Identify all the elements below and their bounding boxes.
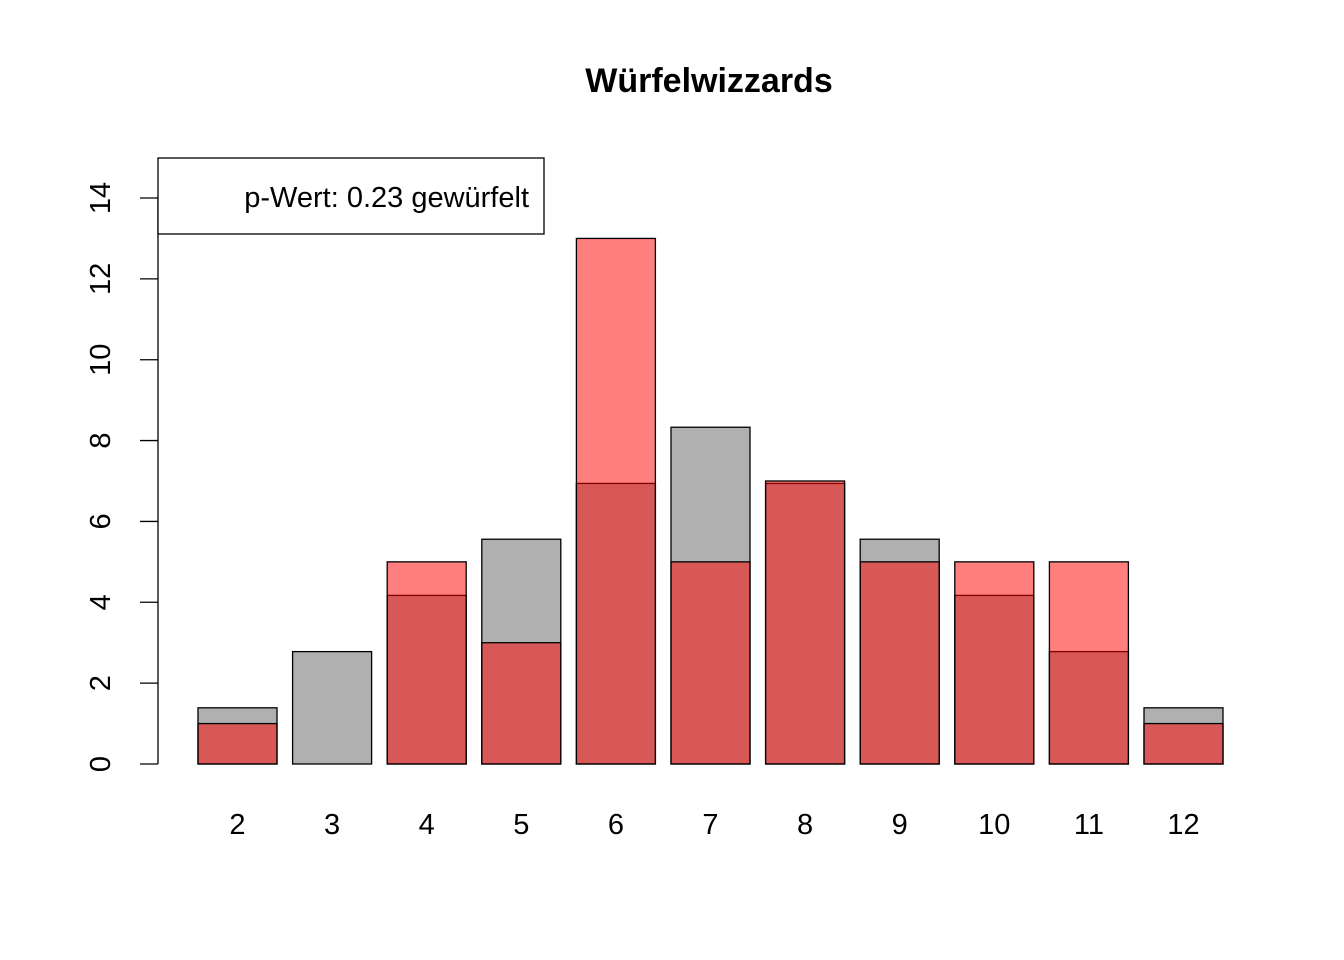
- bar-series-2-2: [197, 722, 278, 765]
- y-axis: 0 2 4 6 8 10 12 14: [85, 182, 159, 772]
- y-tick-label-10: 10: [85, 344, 117, 376]
- y-tick-label-2: 2: [85, 675, 117, 691]
- bar-series-2-9: [859, 561, 940, 765]
- bar-series-2-5: [481, 642, 562, 765]
- x-tick-label-5: 5: [513, 809, 529, 841]
- x-tick-label-11: 11: [1074, 809, 1104, 841]
- legend: p-Wert: 0.23 gewürfelt: [157, 157, 545, 235]
- chart-title: Würfelwizzards: [585, 62, 832, 100]
- bar-series-2-8: [764, 480, 846, 765]
- y-tick-label-0: 0: [85, 756, 117, 772]
- bar-series-2-6: [575, 237, 657, 765]
- legend-box: [157, 157, 545, 235]
- y-tick-label-6: 6: [85, 513, 117, 529]
- x-axis-labels: 2 3 4 5 6 7 8 9 10 11 12: [229, 809, 1199, 841]
- y-tick-label-14: 14: [85, 182, 117, 214]
- x-tick-label-4: 4: [419, 809, 435, 841]
- y-tick-label-12: 12: [85, 263, 117, 295]
- legend-text: p-Wert: 0.23 gewürfelt: [244, 182, 529, 214]
- x-tick-label-7: 7: [702, 809, 718, 841]
- bars: [197, 237, 1224, 765]
- x-tick-label-10: 10: [978, 809, 1010, 841]
- x-tick-label-8: 8: [797, 809, 813, 841]
- x-tick-label-9: 9: [892, 809, 908, 841]
- y-tick-label-8: 8: [85, 433, 117, 449]
- bar-series-1-3: [291, 650, 373, 765]
- x-tick-label-3: 3: [324, 809, 340, 841]
- bar-series-2-4: [386, 561, 467, 765]
- x-tick-label-12: 12: [1167, 809, 1199, 841]
- bar-series-2-11: [1048, 561, 1130, 765]
- bar-series-2-12: [1143, 722, 1224, 765]
- x-tick-label-2: 2: [229, 809, 245, 841]
- y-tick-label-4: 4: [85, 594, 117, 610]
- x-tick-label-6: 6: [608, 809, 624, 841]
- bar-series-2-7: [670, 561, 751, 765]
- bar-series-2-10: [954, 561, 1035, 765]
